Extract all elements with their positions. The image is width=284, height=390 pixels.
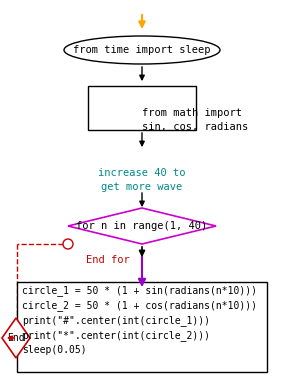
Bar — [88, 86, 196, 130]
Text: from time import sleep: from time import sleep — [73, 45, 211, 55]
Text: End: End — [7, 333, 25, 343]
Text: from math import
sin, cos, radians: from math import sin, cos, radians — [142, 108, 248, 132]
Polygon shape — [2, 318, 30, 358]
Text: increase 40 to
get more wave: increase 40 to get more wave — [98, 168, 186, 192]
Circle shape — [63, 239, 73, 249]
Text: circle_1 = 50 * (1 + sin(radians(n*10)))
circle_2 = 50 * (1 + cos(radians(n*10)): circle_1 = 50 * (1 + sin(radians(n*10)))… — [22, 285, 257, 355]
Polygon shape — [68, 208, 216, 244]
Bar — [17, 282, 267, 372]
Ellipse shape — [64, 36, 220, 64]
Text: End for: End for — [86, 255, 130, 265]
Text: for n in range(1, 40): for n in range(1, 40) — [76, 221, 208, 231]
